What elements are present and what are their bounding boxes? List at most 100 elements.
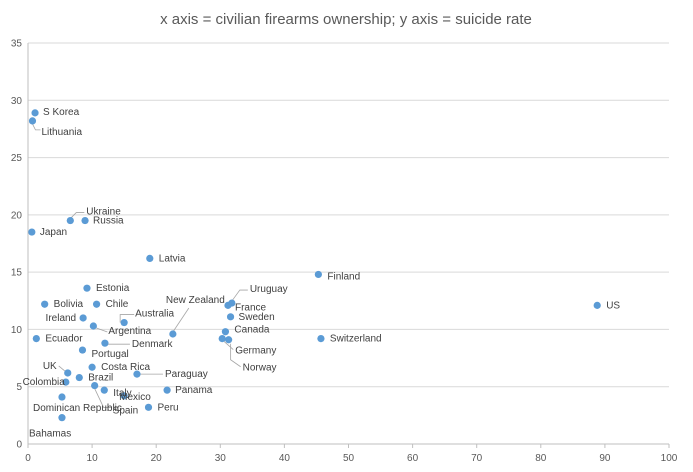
x-tick-label: 0: [25, 453, 31, 464]
data-point-argentina: [89, 322, 97, 330]
data-label-finland: Finland: [327, 271, 360, 282]
data-point-us: [593, 301, 601, 309]
data-label-italy: Italy: [113, 388, 131, 399]
leader-line-spain: [94, 388, 112, 408]
data-label-ireland: Ireland: [46, 313, 77, 324]
data-label-bolivia: Bolivia: [54, 299, 84, 310]
leader-line-new-zealand: [172, 307, 190, 333]
data-label-ukraine: Ukraine: [86, 207, 121, 218]
y-tick-label: 25: [11, 153, 23, 164]
leader-line-lithuania: [32, 123, 41, 131]
data-label-australia: Australia: [135, 309, 174, 320]
data-point-colombia: [62, 378, 70, 386]
y-tick-label: 30: [11, 96, 23, 107]
data-label-argentina: Argentina: [108, 326, 151, 337]
leader-line-australia: [119, 314, 135, 323]
data-label-estonia: Estonia: [96, 283, 130, 294]
data-point-finland: [314, 270, 322, 279]
leader-line-uruguay: [231, 289, 248, 302]
data-point-france: [224, 301, 232, 309]
leader-line-uk: [58, 365, 65, 372]
y-tick-label: 35: [11, 39, 23, 50]
data-point-portugal: [78, 346, 87, 354]
data-point-latvia: [146, 254, 154, 262]
data-point-paraguay: [133, 370, 141, 378]
data-label-uruguay: Uruguay: [250, 284, 288, 295]
y-tick-label: 0: [16, 440, 22, 451]
data-label-brazil: Brazil: [88, 373, 113, 384]
x-tick-label: 60: [407, 453, 419, 464]
data-label-sweden: Sweden: [239, 312, 275, 323]
data-point-denmark: [101, 339, 109, 347]
data-point-s-korea: [31, 109, 39, 117]
data-point-ireland: [79, 314, 87, 322]
data-label-spain: Spain: [113, 406, 139, 417]
x-tick-label: 10: [87, 453, 99, 464]
data-label-paraguay: Paraguay: [165, 369, 208, 380]
data-label-uk: UK: [43, 361, 57, 372]
data-point-ukraine: [66, 216, 74, 225]
data-label-japan: Japan: [40, 227, 67, 238]
data-point-canada: [221, 328, 230, 336]
data-label-chile: Chile: [106, 299, 129, 310]
y-tick-label: 10: [11, 325, 23, 336]
gridlines: [28, 42, 669, 388]
data-points: [28, 109, 601, 422]
data-point-ecuador: [32, 334, 40, 343]
data-point-norway: [225, 336, 233, 344]
label-leader-lines: [32, 123, 248, 408]
data-label-russia: Russia: [93, 216, 124, 227]
data-label-mexico: Mexico: [119, 392, 151, 403]
data-point-italy: [100, 386, 108, 394]
data-label-denmark: Denmark: [132, 339, 174, 350]
data-label-germany: Germany: [235, 346, 276, 357]
data-label-new-zealand: New Zealand: [166, 295, 225, 306]
data-point-estonia: [83, 284, 91, 292]
data-point-new-zealand: [169, 330, 177, 338]
x-tick-label: 90: [599, 453, 611, 464]
data-point-lithuania: [28, 117, 37, 125]
y-tick-label: 20: [11, 210, 23, 221]
data-label-colombia: Colombia: [23, 377, 66, 388]
data-label-costa-rica: Costa Rica: [101, 362, 150, 373]
leader-line-germany: [223, 341, 234, 350]
x-tick-label: 70: [471, 453, 483, 464]
data-point-germany: [218, 334, 226, 343]
data-label-dominican-republic: Dominican Republic: [33, 403, 122, 414]
leader-line-norway: [230, 343, 241, 368]
y-tick-label: 5: [16, 382, 22, 393]
data-point-brazil: [75, 373, 83, 382]
leader-line-argentina: [96, 327, 108, 333]
data-point-switzerland: [317, 334, 325, 343]
x-tick-label: 40: [279, 453, 291, 464]
data-label-portugal: Portugal: [91, 349, 128, 360]
x-tick-label: 80: [535, 453, 547, 464]
data-label-lithuania: Lithuania: [41, 127, 82, 138]
tick-labels: 0 5 10 15 20 25 30 35 0 10 20 30 40 50 60 70 80 90 100: [11, 39, 678, 465]
data-label-us: US: [606, 300, 620, 311]
data-point-russia: [81, 216, 89, 225]
data-point-peru: [144, 403, 153, 411]
data-label-switzerland: Switzerland: [330, 334, 382, 345]
data-point-bolivia: [41, 300, 49, 308]
chart-title: x axis = civilian firearms ownership; y …: [160, 11, 532, 28]
leader-line-ukraine: [70, 212, 85, 219]
data-point-uk: [64, 369, 72, 377]
x-tick-label: 100: [661, 453, 678, 464]
data-point-sweden: [226, 313, 235, 321]
data-label-ecuador: Ecuador: [45, 334, 83, 345]
y-tick-label: 15: [11, 268, 23, 279]
data-point-chile: [92, 300, 101, 308]
data-label-norway: Norway: [243, 363, 277, 374]
data-point-bahamas: [58, 414, 66, 422]
data-label-panama: Panama: [175, 385, 213, 396]
data-point-japan: [28, 228, 36, 236]
data-point-spain: [91, 381, 99, 390]
data-point-mexico: [120, 392, 128, 400]
data-label-canada: Canada: [234, 325, 269, 336]
data-point-australia: [120, 318, 128, 327]
axes: [27, 43, 670, 448]
data-label-bahamas: Bahamas: [29, 429, 71, 440]
